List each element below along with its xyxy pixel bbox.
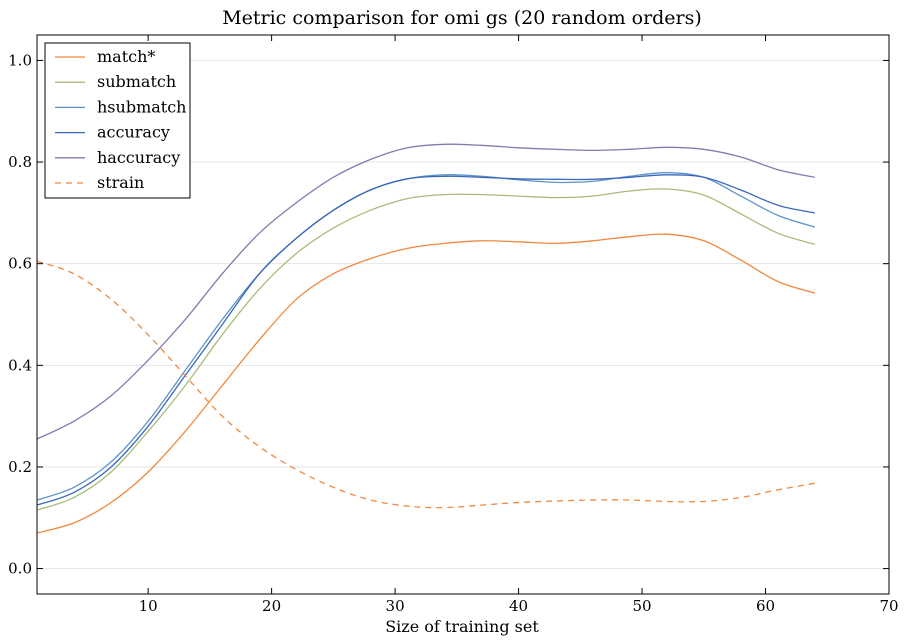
series-line-match (36, 233, 816, 534)
series-line-hsubmatch (36, 172, 816, 501)
y-tick-label: 1.0 (8, 51, 32, 69)
x-tick-label: 50 (632, 597, 651, 615)
x-tick-label: 30 (386, 597, 405, 615)
series-line-submatch (36, 188, 816, 511)
legend-label: match* (97, 47, 155, 66)
series-line-accuracy (36, 174, 816, 506)
legend-label: strain (97, 173, 144, 192)
axis-ticks: 0.0 0.2 0.4 0.6 0.8 1.0 10 20 30 40 50 60 70 (8, 35, 899, 615)
legend-box (44, 42, 191, 199)
chart-title: Metric comparison for omi gs (20 random … (222, 7, 702, 29)
x-tick-label: 60 (756, 597, 775, 615)
legend-label: hsubmatch (97, 97, 186, 116)
plot-frame (36, 34, 890, 595)
x-tick-label: 20 (262, 597, 281, 615)
y-tick-label: 0.0 (8, 560, 32, 578)
legend: match* submatch hsubmatch accuracy haccuracy… (44, 42, 191, 199)
y-tick-label: 0.8 (8, 153, 32, 171)
gridlines (37, 59, 889, 570)
legend-label: haccuracy (97, 148, 180, 167)
x-tick-label: 10 (139, 597, 158, 615)
series-line-strain (36, 260, 816, 509)
series-group (36, 143, 816, 534)
y-tick-label: 0.4 (8, 356, 32, 374)
y-tick-label: 0.6 (8, 255, 32, 273)
x-tick-label: 40 (509, 597, 528, 615)
y-tick-label: 0.2 (8, 458, 32, 476)
series-line-haccuracy (36, 143, 816, 440)
legend-label: submatch (97, 72, 176, 91)
x-axis-label: Size of training set (385, 617, 539, 636)
x-tick-label: 70 (879, 597, 898, 615)
legend-label: accuracy (97, 123, 170, 142)
